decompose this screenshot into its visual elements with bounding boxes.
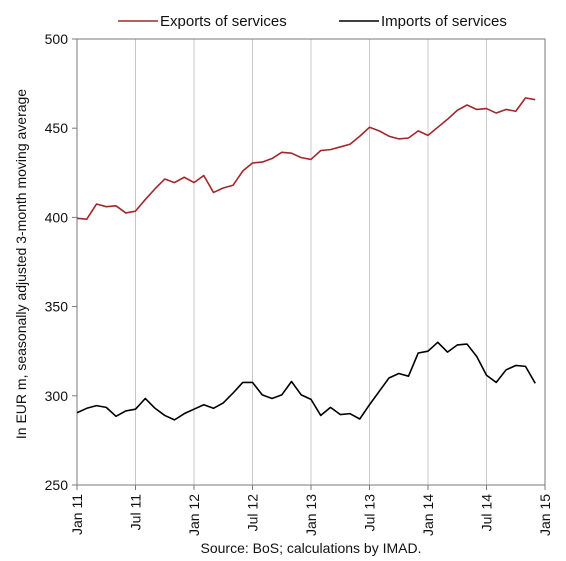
series-lines: [76, 97, 536, 421]
x-tick-label: Jan 13: [303, 494, 319, 536]
x-tick-label: Jan 11: [69, 494, 85, 535]
legend: Exports of services Imports of services: [118, 13, 507, 30]
x-axis-ticks: Jan 11 Jul 11 Jan 12 Jul 12 Jan 13 Jul 13 Jan …: [69, 485, 553, 536]
y-tick-label: 350: [45, 299, 69, 315]
legend-label-exports: Exports of services: [160, 13, 287, 30]
y-tick-label: 400: [45, 209, 69, 225]
source-note: Source: BoS; calculations by IMAD.: [201, 540, 422, 556]
y-tick-label: 500: [45, 31, 69, 47]
y-tick-label: 450: [45, 120, 69, 136]
x-tick-label: Jul 14: [479, 494, 495, 532]
x-tick-label: Jul 12: [245, 494, 261, 532]
x-tick-label: Jul 11: [128, 494, 144, 531]
y-axis-ticks: 250 300 350 400 450 500: [45, 31, 77, 493]
y-axis-title: In EUR m, seasonally adjusted 3-month mo…: [13, 89, 29, 439]
y-tick-label: 300: [45, 388, 69, 404]
x-tick-label: Jan 12: [186, 494, 202, 536]
y-tick-label: 250: [45, 477, 69, 493]
legend-label-imports: Imports of services: [381, 13, 507, 30]
x-tick-label: Jul 13: [362, 494, 378, 532]
series-line-exports: [76, 97, 536, 220]
x-tick-label: Jan 15: [537, 494, 553, 536]
series-line-imports: [76, 341, 536, 421]
x-tick-label: Jan 14: [420, 494, 436, 536]
